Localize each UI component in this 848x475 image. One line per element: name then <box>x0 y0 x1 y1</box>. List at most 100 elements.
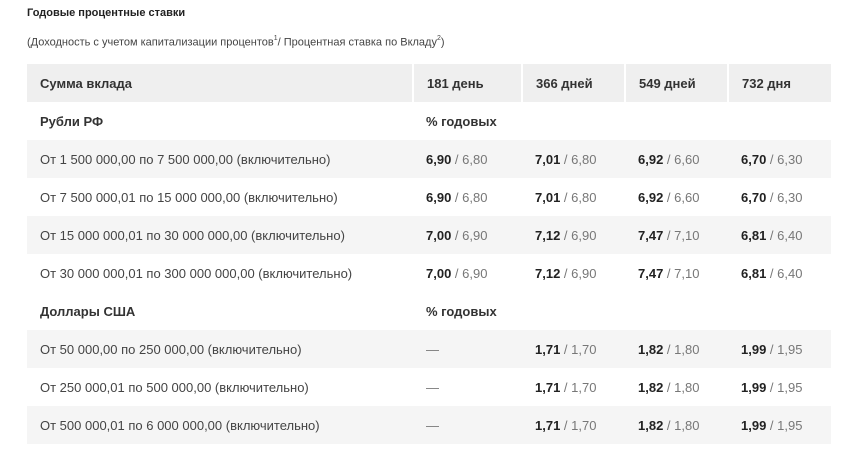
rate-separator: / <box>451 265 463 281</box>
table-row: От 15 000 000,01 по 30 000 000,00 (включ… <box>27 216 831 254</box>
interest-rate-value: 6,80 <box>571 151 597 167</box>
interest-rate-value: 6,30 <box>777 189 803 205</box>
rate-cell: 7,01 / 6,80 <box>522 140 625 178</box>
yield-value: 7,12 <box>535 265 561 281</box>
rates-body: Рубли РФ% годовых От 1 500 000,00 по 7 50… <box>27 102 831 444</box>
rate-cell: 6,90 / 6,80 <box>413 178 522 216</box>
yield-value: 6,81 <box>741 227 767 243</box>
yield-value: 1,82 <box>638 417 664 433</box>
yield-value: 7,01 <box>535 151 561 167</box>
table-row: От 250 000,01 по 500 000,00 (включительн… <box>27 368 831 406</box>
interest-rate-value: 6,30 <box>777 151 803 167</box>
rate-cell: 7,12 / 6,90 <box>522 254 625 292</box>
table-row: От 7 500 000,01 по 15 000 000,00 (включи… <box>27 178 831 216</box>
interest-rate-value: 1,70 <box>571 417 597 433</box>
section-unit: % годовых <box>413 102 831 140</box>
interest-rate-value: 6,90 <box>462 227 488 243</box>
rate-cell: 6,81 / 6,40 <box>728 254 831 292</box>
rate-separator: / <box>663 151 675 167</box>
yield-value: 6,70 <box>741 189 767 205</box>
rate-unavailable: — <box>426 341 439 357</box>
table-row: От 1 500 000,00 по 7 500 000,00 (включит… <box>27 140 831 178</box>
rate-separator: / <box>560 265 572 281</box>
rate-cell: 1,99 / 1,95 <box>728 330 831 368</box>
page-title: Годовые процентные ставки <box>27 7 186 19</box>
subtitle-text-b: / Процентная ставка по Вкладу <box>277 36 437 49</box>
yield-value: 7,01 <box>535 189 561 205</box>
rate-separator: / <box>451 151 463 167</box>
interest-rate-value: 1,70 <box>571 379 597 395</box>
interest-rate-value: 1,70 <box>571 341 597 357</box>
yield-value: 1,82 <box>638 341 664 357</box>
footnote-2-marker[interactable]: 2 <box>436 35 441 42</box>
interest-rate-value: 6,40 <box>777 265 803 281</box>
rate-separator: / <box>560 379 572 395</box>
rate-cell: 7,47 / 7,10 <box>625 216 728 254</box>
section-label: Рубли РФ <box>27 102 413 140</box>
yield-value: 1,71 <box>535 341 561 357</box>
rate-cell: 1,82 / 1,80 <box>625 368 728 406</box>
rate-cell: 6,90 / 6,80 <box>413 140 522 178</box>
interest-rate-value: 6,60 <box>674 189 700 205</box>
yield-value: 1,71 <box>535 379 561 395</box>
rate-cell: 6,70 / 6,30 <box>728 178 831 216</box>
interest-rate-value: 1,95 <box>777 417 803 433</box>
yield-value: 7,00 <box>426 265 452 281</box>
yield-value: 7,00 <box>426 227 452 243</box>
table-header-row: Сумма вклада 181 день 366 дней 549 дней … <box>27 64 831 102</box>
interest-rate-value: 6,40 <box>777 227 803 243</box>
section-row: Доллары США% годовых <box>27 292 831 330</box>
subtitle-text-a: (Доходность с учетом капитализации проце… <box>27 36 274 49</box>
footnote-1-marker[interactable]: 1 <box>273 35 278 42</box>
yield-value: 7,47 <box>638 227 664 243</box>
rate-cell: — <box>413 368 522 406</box>
interest-rate-value: 6,90 <box>462 265 488 281</box>
rate-cell: 1,82 / 1,80 <box>625 330 728 368</box>
rate-cell: — <box>413 330 522 368</box>
yield-value: 1,99 <box>741 417 767 433</box>
interest-rate-value: 7,10 <box>674 265 700 281</box>
rate-cell: 6,92 / 6,60 <box>625 178 728 216</box>
rate-separator: / <box>663 189 675 205</box>
rate-separator: / <box>560 341 572 357</box>
deposit-range: От 500 000,01 по 6 000 000,00 (включител… <box>27 406 413 444</box>
rate-separator: / <box>766 341 778 357</box>
interest-rate-value: 1,80 <box>674 379 700 395</box>
interest-rate-value: 6,90 <box>571 227 597 243</box>
rate-separator: / <box>663 417 675 433</box>
table-row: От 30 000 000,01 по 300 000 000,00 (вклю… <box>27 254 831 292</box>
deposit-range: От 250 000,01 по 500 000,00 (включительн… <box>40 379 309 395</box>
rates-table: Сумма вклада 181 день 366 дней 549 дней … <box>27 64 831 444</box>
rate-separator: / <box>766 265 778 281</box>
yield-value: 1,82 <box>638 379 664 395</box>
yield-value: 7,47 <box>638 265 664 281</box>
rate-separator: / <box>663 341 675 357</box>
rate-cell: 1,71 / 1,70 <box>522 406 625 444</box>
yield-value: 6,81 <box>741 265 767 281</box>
rate-cell: 1,82 / 1,80 <box>625 406 728 444</box>
interest-rate-value: 1,95 <box>777 341 803 357</box>
rate-separator: / <box>766 417 778 433</box>
rate-cell: 1,71 / 1,70 <box>522 368 625 406</box>
rate-separator: / <box>560 417 572 433</box>
yield-value: 1,99 <box>741 341 767 357</box>
rate-cell: 7,00 / 6,90 <box>413 254 522 292</box>
interest-rate-value: 1,95 <box>777 379 803 395</box>
rate-cell: 1,99 / 1,95 <box>728 368 831 406</box>
rate-cell: 7,01 / 6,80 <box>522 178 625 216</box>
rate-cell: 6,81 / 6,40 <box>728 216 831 254</box>
rate-cell: 7,00 / 6,90 <box>413 216 522 254</box>
rate-separator: / <box>560 189 572 205</box>
rate-separator: / <box>663 227 675 243</box>
yield-value: 6,92 <box>638 151 664 167</box>
interest-rate-value: 6,80 <box>571 189 597 205</box>
interest-rate-value: 7,10 <box>674 227 700 243</box>
rate-separator: / <box>663 265 675 281</box>
interest-rate-value: 6,80 <box>462 151 488 167</box>
header-term-549: 549 дней <box>624 64 728 102</box>
deposit-range: От 15 000 000,01 по 30 000 000,00 (включ… <box>27 216 413 254</box>
yield-value: 6,92 <box>638 189 664 205</box>
rate-separator: / <box>766 151 778 167</box>
deposit-range: От 1 500 000,00 по 7 500 000,00 (включит… <box>27 140 413 178</box>
rate-cell: 1,99 / 1,95 <box>728 406 831 444</box>
